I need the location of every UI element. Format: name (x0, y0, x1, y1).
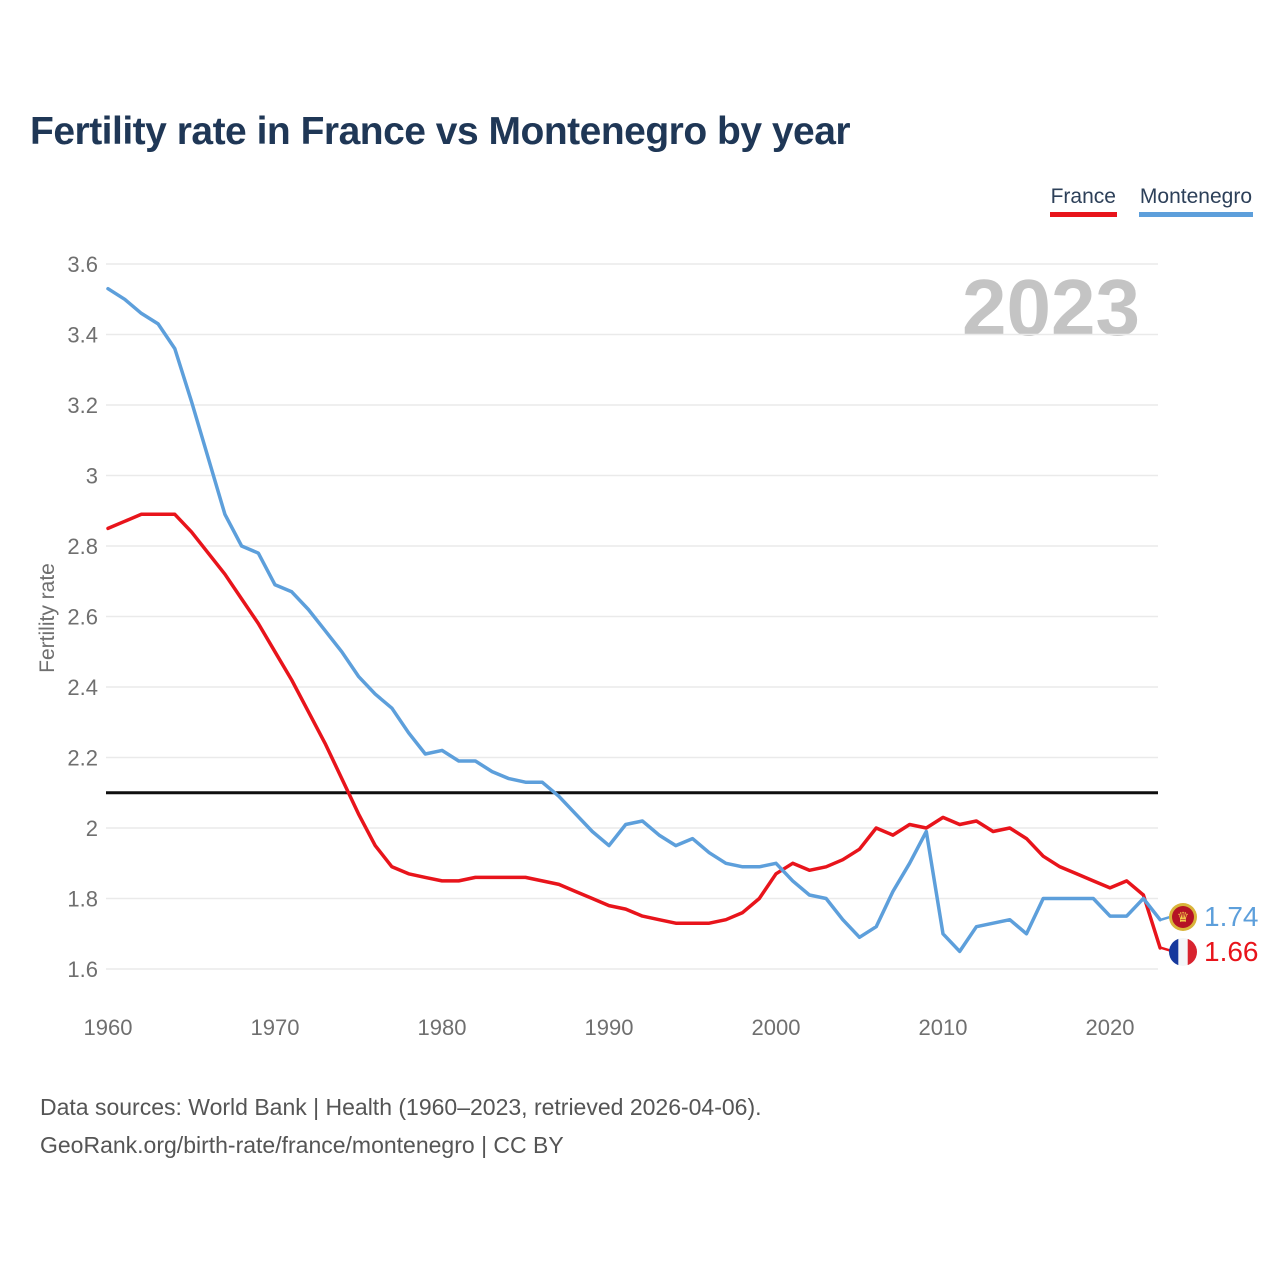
legend-item-montenegro[interactable]: Montenegro (1138, 185, 1253, 217)
y-tick-label: 3 (86, 464, 98, 489)
legend: France Montenegro (1049, 185, 1253, 217)
legend-swatch-france (1049, 212, 1117, 217)
svg-text:♛: ♛ (1177, 909, 1190, 925)
france-flag-icon (1169, 938, 1197, 966)
legend-item-france[interactable]: France (1049, 185, 1117, 217)
end-label-france: 1.66 (1169, 938, 1259, 966)
legend-label-france: France (1050, 185, 1116, 208)
source-url-line: GeoRank.org/birth-rate/france/montenegro… (40, 1132, 564, 1158)
legend-label-montenegro: Montenegro (1139, 185, 1252, 208)
y-tick-label: 2.8 (67, 534, 98, 559)
x-tick-label: 2020 (1086, 1015, 1135, 1040)
end-label-montenegro: ♛ 1.74 (1169, 903, 1259, 931)
france-end-value: 1.66 (1204, 936, 1259, 967)
montenegro-end-value: 1.74 (1204, 901, 1259, 932)
y-tick-label: 3.2 (67, 393, 98, 418)
y-tick-label: 1.6 (67, 957, 98, 982)
montenegro-line (106, 286, 1162, 954)
x-tick-label: 1990 (585, 1015, 634, 1040)
y-tick-label: 1.8 (67, 887, 98, 912)
attribution-footer: Data sources: World Bank | Health (1960–… (40, 1088, 762, 1164)
montenegro-flag-icon: ♛ (1169, 903, 1197, 931)
y-tick-label: 3.4 (67, 323, 98, 348)
x-tick-label: 1960 (84, 1015, 133, 1040)
legend-swatch-montenegro (1138, 212, 1253, 217)
y-tick-label: 2.4 (67, 675, 98, 700)
x-tick-label: 2010 (919, 1015, 968, 1040)
y-tick-label: 2.2 (67, 746, 98, 771)
x-tick-label: 2000 (752, 1015, 801, 1040)
y-tick-label: 2 (86, 816, 98, 841)
y-tick-label: 2.6 (67, 605, 98, 630)
france-line (106, 512, 1162, 950)
x-tick-label: 1980 (418, 1015, 467, 1040)
y-tick-label: 3.6 (67, 252, 98, 277)
y-axis-label: Fertility rate (36, 563, 59, 673)
page-title: Fertility rate in France vs Montenegro b… (30, 110, 851, 153)
x-tick-label: 1970 (251, 1015, 300, 1040)
data-sources-line: Data sources: World Bank | Health (1960–… (40, 1094, 762, 1120)
